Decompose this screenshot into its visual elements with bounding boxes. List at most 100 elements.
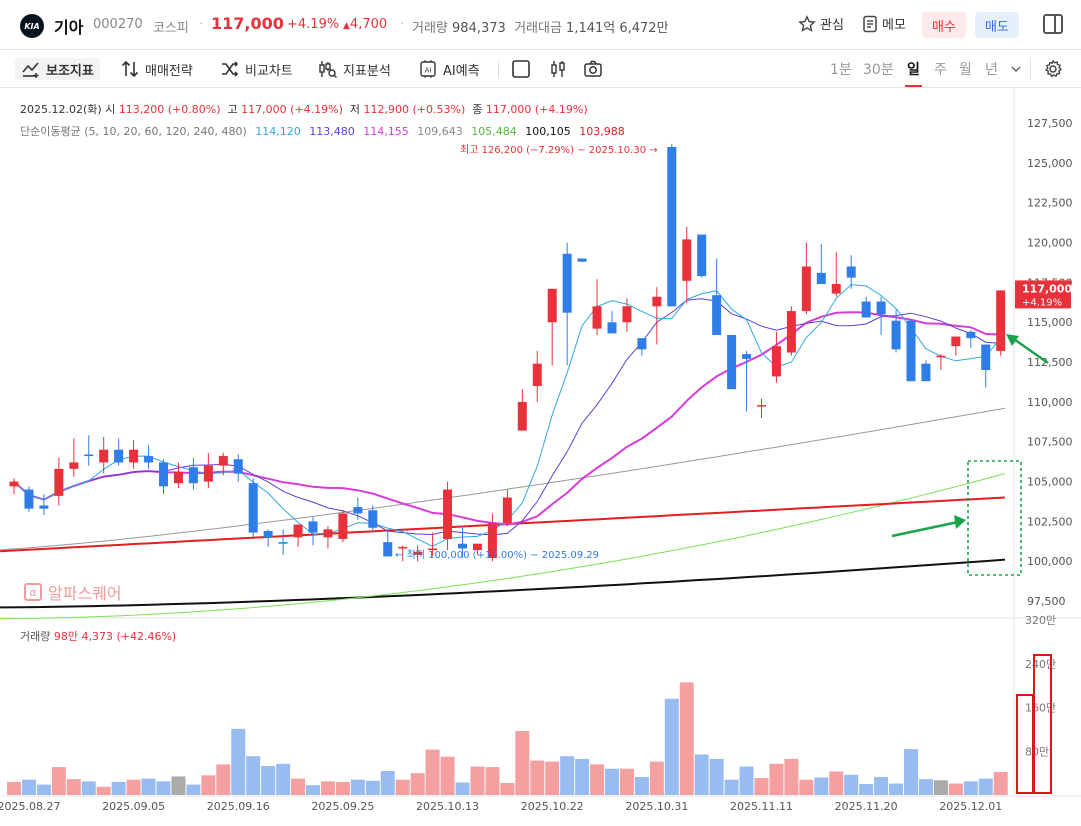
candle-body (368, 510, 378, 528)
candle-body (936, 355, 946, 358)
candle-body (9, 481, 19, 487)
volume-bar (575, 758, 590, 795)
y-tick-label: 100,000 (1027, 555, 1073, 568)
ma480-line (0, 496, 1006, 553)
candle-body (353, 507, 363, 514)
candle-body (159, 462, 168, 487)
indicator-icon (22, 62, 39, 78)
buy-button[interactable]: 매수 (922, 12, 966, 38)
ma-label: 단순이동평균 (5, 10, 20, 60, 120, 240, 480) (20, 125, 247, 138)
separator-dot: · (400, 17, 405, 32)
ma240-value: 100,105 (525, 125, 571, 138)
kia-logo-icon: KIA (20, 14, 44, 38)
low-value: 112,900 (+0.53%) (363, 103, 466, 116)
x-tick-label: 2025.08.27 (0, 800, 60, 813)
volume-bar (963, 781, 978, 795)
stock-code: 000270 (93, 17, 143, 32)
volume-info: 거래량 98만 4,373 (+42.46%) (20, 628, 176, 644)
change-percent: +4.19% (287, 17, 340, 32)
period-year[interactable]: 년 (985, 62, 998, 78)
tool-label: AI예측 (443, 63, 480, 79)
candle-body (398, 546, 408, 549)
memo-icon (863, 15, 877, 32)
price-tag-price: 117,000 (1022, 282, 1072, 295)
candle-body (218, 456, 228, 466)
x-tick-label: 2025.10.13 (416, 800, 479, 813)
chart-box-button[interactable] (511, 58, 531, 80)
volume-bar (156, 781, 171, 795)
volume-bar (440, 756, 455, 795)
ai-predict-tool-button[interactable]: AI AI예측 (418, 58, 480, 80)
period-1min[interactable]: 1분 (830, 62, 852, 78)
candle-body (831, 284, 841, 294)
period-30min[interactable]: 30분 (863, 62, 894, 78)
candle-body (682, 239, 692, 281)
volume-bar (619, 768, 634, 795)
low-label: 저 (349, 103, 361, 116)
volume-bar (605, 768, 619, 795)
candle-body (502, 497, 512, 523)
green-arrow-shaft (891, 520, 959, 538)
ai-chip-icon: AI (420, 60, 436, 78)
ma120-line (0, 473, 1006, 620)
volume-bar (918, 779, 933, 795)
period-day[interactable]: 일 (905, 59, 922, 87)
volume-tick-label: 80만 (1025, 745, 1049, 758)
amount-value: 1,141억 6,472만 (566, 21, 669, 36)
candle-body (233, 459, 243, 474)
indicator-tool-button[interactable]: 보조지표 (15, 58, 100, 80)
alphasquare-logo-icon: α (24, 583, 42, 601)
candle-body (338, 513, 348, 539)
close-value: 117,000 (+4.19%) (485, 103, 588, 116)
chevron-down-icon (1011, 66, 1021, 72)
watermark-text: 알파스퀘어 (48, 584, 122, 603)
candle-body (697, 234, 707, 277)
period-month[interactable]: 월 (959, 62, 972, 78)
candle-body (771, 346, 781, 377)
candle-body (652, 296, 662, 307)
candle-body (308, 521, 318, 533)
memo-button[interactable]: 메모 (862, 14, 906, 33)
sell-button[interactable]: 매도 (975, 12, 1019, 38)
ma240-line (0, 558, 1006, 609)
settings-button[interactable] (1043, 58, 1063, 80)
candle-body (951, 336, 961, 347)
price-chart[interactable]: 127,500125,000122,500120,000117,500115,0… (0, 88, 1081, 826)
highlight-red-box (1033, 654, 1052, 794)
candle-body (547, 288, 557, 323)
candle-body (876, 301, 886, 315)
strategy-tool-button[interactable]: 매매전략 (120, 58, 193, 80)
y-tick-label: 107,500 (1027, 436, 1073, 449)
volume-value: 984,373 (452, 21, 506, 36)
analysis-tool-button[interactable]: 지표분석 (318, 58, 391, 80)
volume-bar (261, 766, 276, 795)
ma60-value: 109,643 (417, 125, 463, 138)
candle-body (727, 334, 737, 390)
candle-body (472, 543, 482, 551)
info-date: 2025.12.02(화) (20, 103, 102, 116)
period-more-button[interactable] (1009, 58, 1023, 80)
candle-body (846, 266, 856, 278)
tool-label: 비교차트 (245, 63, 293, 79)
toolbar-divider (1030, 58, 1031, 80)
candle-body (458, 543, 467, 549)
compare-tool-button[interactable]: 비교차트 (220, 58, 293, 80)
candle-body (906, 320, 916, 382)
watch-button[interactable]: 관심 (798, 14, 844, 33)
screenshot-button[interactable] (583, 58, 603, 80)
ma5-value: 114,120 (255, 125, 301, 138)
trade-volume: 거래량 984,373 거래대금 1,141억 6,472만 (412, 17, 669, 36)
y-tick-label: 110,000 (1027, 396, 1073, 409)
volume-bar (126, 779, 141, 795)
side-panel-toggle-icon[interactable] (1043, 14, 1063, 34)
candlestick-icon (551, 61, 565, 77)
volume-bar (993, 772, 1008, 795)
candle-body (188, 467, 198, 484)
candle-body (323, 529, 333, 538)
period-week[interactable]: 주 (934, 62, 947, 78)
volume-bar (186, 784, 201, 795)
chart-type-button[interactable] (548, 58, 568, 80)
candle-body (39, 505, 49, 509)
volume-bar (410, 773, 425, 795)
volume-bar (844, 774, 859, 795)
